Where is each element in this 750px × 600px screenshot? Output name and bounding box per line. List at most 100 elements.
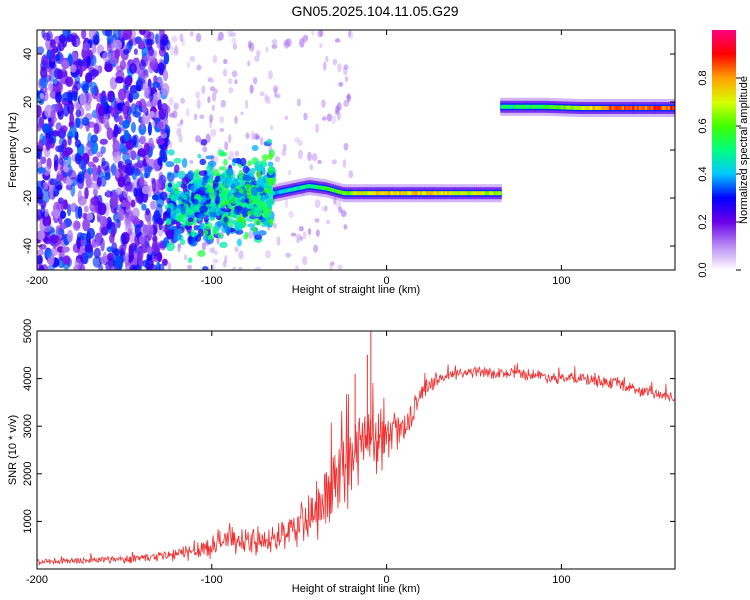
heatmap-cell [409,191,412,196]
heatmap-cell [69,112,75,126]
heatmap-y-tick-label: 0 [22,147,34,153]
heatmap-cell [241,208,249,218]
heatmap-cell [165,242,175,252]
heatmap-cell [272,222,277,229]
heatmap-cell [79,232,88,241]
heatmap-cell [256,186,265,193]
heatmap-cell [508,104,511,109]
heatmap-cell [617,106,620,110]
heatmap-cell [60,59,70,70]
heatmap-cell [598,106,602,110]
heatmap-cell [206,164,213,173]
heatmap-cell [314,184,318,189]
heatmap-cell [181,157,188,168]
heatmap-cell [252,76,258,85]
heatmap-cell [430,191,433,196]
heatmap-cell [46,264,55,270]
heatmap-cell [212,258,219,264]
heatmap-cell [83,205,89,213]
heatmap-cell [177,243,181,253]
heatmap-cell [244,231,249,237]
snr-line-marks [37,331,675,566]
heatmap-cell [167,140,173,149]
heatmap-cell [43,225,51,233]
heatmap-cell [56,69,63,80]
heatmap-cell [113,100,119,114]
heatmap-cell [97,165,102,176]
heatmap-cell [232,266,237,270]
heatmap-cell [455,191,458,196]
heatmap-cell [52,78,59,87]
colorbar: 0.0 0.2 0.4 0.6 0.8 Normalized spectral ampl… [697,30,750,278]
heatmap-cell [189,55,196,63]
heatmap-cell [152,221,158,236]
heatmap-cell [663,106,667,110]
heatmap-cell [112,139,121,153]
heatmap-cell [224,141,229,151]
heatmap-cell [202,235,209,241]
heatmap-cell [356,191,360,196]
heatmap-cell [417,191,420,196]
heatmap-marks [37,30,675,270]
colorbar-ticks: 0.0 0.2 0.4 0.6 0.8 [697,70,741,278]
heatmap-cell [343,64,349,70]
heatmap-cell [223,58,228,65]
heatmap-x-tick-label: -200 [26,275,48,287]
heatmap-cell [609,106,612,110]
heatmap-cell [197,249,206,257]
heatmap-cell [100,237,105,252]
heatmap-cell [254,266,261,270]
heatmap-cell [556,105,560,110]
heatmap-cell [84,174,94,186]
heatmap-cell [175,214,184,223]
heatmap-cell [91,164,98,178]
heatmap-cell [210,128,217,138]
heatmap-cell [495,191,498,196]
heatmap-cell [291,187,295,192]
heatmap-cell [173,102,179,110]
colorbar-tick-label: 0.0 [697,262,709,277]
heatmap-cell [563,105,566,110]
heatmap-cell [331,159,337,165]
heatmap-cell [112,248,121,256]
heatmap-cell [521,104,524,109]
snr-y-ticks: 1000 2000 3000 4000 5000 [22,319,675,534]
heatmap-cell [161,258,168,266]
heatmap-cell [282,143,287,152]
heatmap-cell [114,48,120,60]
heatmap-x-tick-label: -100 [201,275,223,287]
heatmap-cell [146,100,153,108]
heatmap-y-tick-label: 20 [22,96,34,108]
heatmap-cell [157,98,162,111]
heatmap-cell [500,104,503,109]
heatmap-cell [227,78,233,85]
heatmap-cell [166,207,172,215]
heatmap-cell [90,68,99,77]
heatmap-cell [220,151,228,157]
heatmap-cell [478,191,481,196]
heatmap-cell [37,123,42,132]
snr-x-tick-label: -100 [201,574,223,586]
heatmap-cell [311,30,315,36]
heatmap-cell [465,191,469,196]
heatmap-cell [247,210,252,217]
heatmap-cell [540,104,543,109]
heatmap-cell [137,78,146,85]
heatmap-cell [312,184,316,189]
heatmap-cell [295,264,299,270]
heatmap-cell [175,220,181,229]
heatmap-cell [296,238,301,244]
heatmap-cell [502,104,505,109]
heatmap-cell [234,150,240,157]
heatmap-cell [42,90,49,102]
heatmap-cell [90,141,99,155]
heatmap-cell [234,246,239,253]
heatmap-cell [37,167,46,174]
heatmap-cell [558,105,562,110]
heatmap-cell [58,158,64,166]
heatmap-cell [53,154,59,168]
heatmap-cell [141,203,147,211]
heatmap-cell [382,191,385,196]
heatmap-y-tick-label: -40 [22,238,34,254]
heatmap-cell [90,134,98,143]
